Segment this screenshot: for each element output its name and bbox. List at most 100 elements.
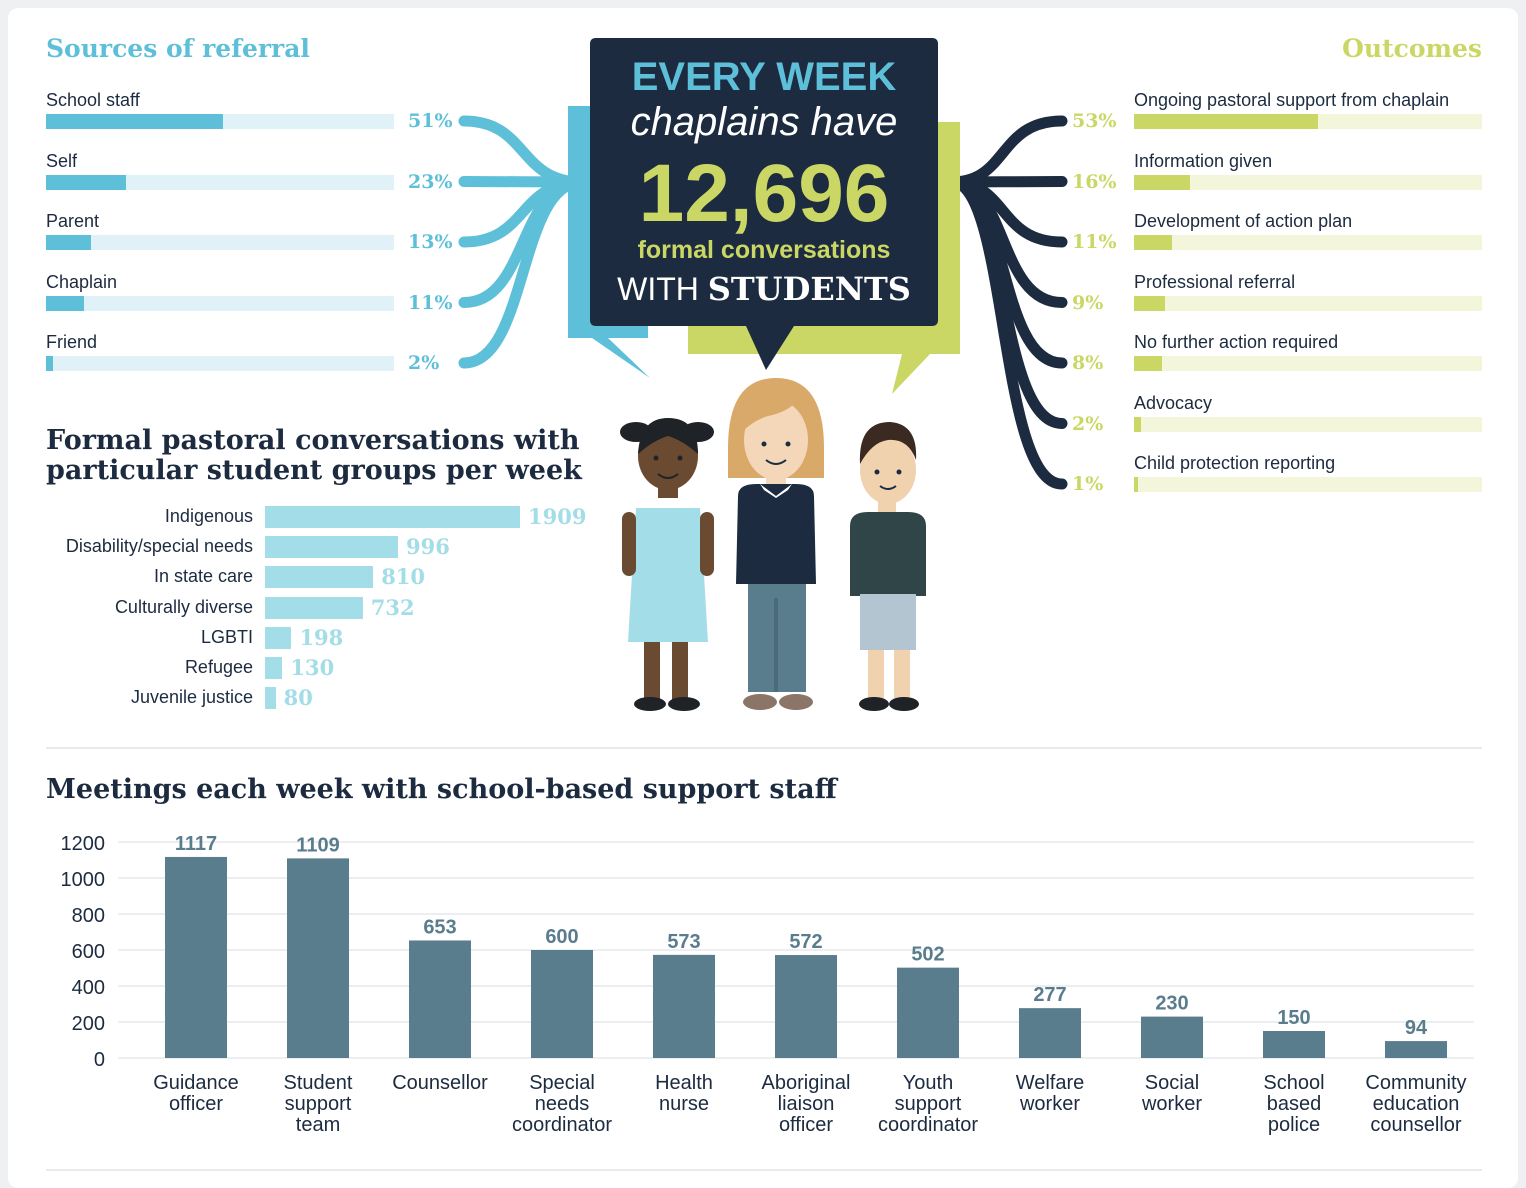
source-bar — [46, 235, 92, 250]
main-speech-bubble — [590, 38, 938, 370]
meeting-bar — [287, 858, 349, 1058]
outcomes-title: Outcomes — [1342, 34, 1482, 63]
x-tick-label: needs — [535, 1093, 590, 1115]
group-bar — [265, 596, 363, 619]
section-divider — [46, 747, 1482, 749]
x-tick-label: Welfare — [1016, 1072, 1085, 1094]
group-bar — [265, 687, 276, 710]
x-tick-label: officer — [169, 1093, 223, 1115]
outcome-percent: 2% — [1072, 412, 1104, 435]
source-label: Chaplain — [46, 271, 118, 292]
group-label: Indigenous — [164, 506, 253, 526]
bubble-with: WITH — [617, 271, 699, 307]
x-tick-label: police — [1268, 1114, 1320, 1136]
meeting-value: 1117 — [175, 833, 217, 855]
bubble-number: 12,696 — [639, 148, 890, 239]
source-bar — [46, 295, 85, 311]
source-bar — [46, 114, 224, 129]
group-bar — [265, 506, 520, 528]
outcome-bar-track — [1134, 235, 1482, 250]
x-tick-label: coordinator — [512, 1114, 612, 1136]
meeting-bar — [775, 955, 837, 1058]
outcome-label: Ongoing pastoral support from chaplain — [1134, 90, 1450, 110]
meeting-value: 600 — [545, 926, 578, 948]
girl-illustration — [620, 418, 714, 711]
outcome-bar — [1134, 235, 1173, 250]
source-percent: 11% — [408, 291, 453, 314]
source-bar-track — [46, 114, 394, 129]
bubble-students: STUDENTS — [708, 270, 911, 308]
meeting-bar — [165, 856, 227, 1058]
y-tick-label: 800 — [72, 905, 105, 927]
outcome-bar — [1134, 416, 1141, 432]
group-label: Culturally diverse — [114, 596, 253, 617]
meeting-bar — [409, 940, 471, 1058]
x-tick-label: Social — [1145, 1072, 1199, 1094]
meeting-value: 502 — [911, 944, 944, 966]
bubble-line2: chaplains have — [631, 100, 898, 144]
source-label: Friend — [46, 332, 98, 352]
outcome-bar-track — [1134, 114, 1482, 129]
group-label: LGBTI — [200, 626, 253, 647]
groups-title: Formal pastoral conversations with parti… — [46, 426, 582, 486]
referral-flow-line — [458, 176, 588, 369]
meeting-bar — [531, 950, 593, 1058]
x-tick-label: liaison — [778, 1093, 835, 1115]
x-tick-label: Special — [529, 1072, 595, 1094]
x-tick-label: Aboriginal — [762, 1072, 851, 1094]
x-tick-label: team — [296, 1114, 340, 1136]
groups-title-line2: particular student groups per week — [46, 455, 582, 486]
source-label: Parent — [46, 211, 100, 231]
source-bar-track — [46, 174, 394, 190]
meetings-title: Meetings each week with school-based sup… — [46, 774, 837, 805]
group-value: 732 — [370, 594, 415, 620]
meeting-bar — [653, 954, 715, 1058]
source-percent: 51% — [408, 110, 453, 132]
boy-illustration — [850, 422, 926, 711]
source-bar — [46, 356, 53, 371]
x-tick-label: based — [1267, 1093, 1322, 1115]
x-tick-label: Counsellor — [392, 1072, 488, 1094]
x-tick-label: support — [285, 1093, 352, 1115]
outcome-bar-track — [1134, 477, 1482, 492]
outcome-percent: 11% — [1072, 231, 1117, 253]
outcome-bar — [1134, 356, 1162, 371]
source-bar-track — [46, 356, 394, 371]
outcome-percent: 1% — [1072, 473, 1104, 495]
y-tick-label: 200 — [72, 1013, 105, 1035]
outcome-label: Development of action plan — [1134, 211, 1353, 231]
outcome-bar-track — [1134, 416, 1482, 432]
y-tick-label: 1000 — [61, 869, 106, 891]
central-graphic: EVERY WEEK chaplains have 12,696 formal … — [458, 38, 1068, 711]
source-percent: 13% — [408, 231, 453, 253]
group-label: Juvenile justice — [130, 687, 253, 708]
referral-flow-line — [458, 115, 588, 188]
source-bar-track — [46, 235, 394, 250]
outcome-label: Professional referral — [1134, 271, 1296, 292]
meeting-value: 653 — [423, 916, 456, 938]
group-bar — [265, 626, 292, 649]
outcome-bar-track — [1134, 356, 1482, 371]
source-label: School staff — [46, 90, 140, 110]
outcome-bar — [1134, 174, 1190, 190]
outcome-percent: 16% — [1072, 170, 1117, 193]
groups-title-line1: Formal pastoral conversations with — [46, 425, 580, 456]
meeting-value: 150 — [1277, 1007, 1310, 1029]
group-bar — [265, 566, 374, 589]
group-value: 198 — [299, 624, 344, 650]
meeting-value: 573 — [667, 931, 700, 953]
group-value: 996 — [406, 534, 450, 560]
x-tick-label: worker — [1141, 1093, 1202, 1115]
x-tick-label: support — [895, 1093, 962, 1115]
outcome-flow-line — [946, 115, 1068, 188]
outcome-bar — [1134, 477, 1138, 492]
group-value: 810 — [381, 564, 426, 590]
bottom-divider — [46, 1169, 1482, 1171]
group-value: 1909 — [528, 504, 587, 529]
outcome-label: Advocacy — [1134, 392, 1213, 413]
outcome-flow-line — [946, 176, 1068, 490]
outcome-label: Information given — [1134, 150, 1273, 171]
outcome-bar — [1134, 114, 1319, 129]
meeting-bar — [1263, 1031, 1325, 1058]
